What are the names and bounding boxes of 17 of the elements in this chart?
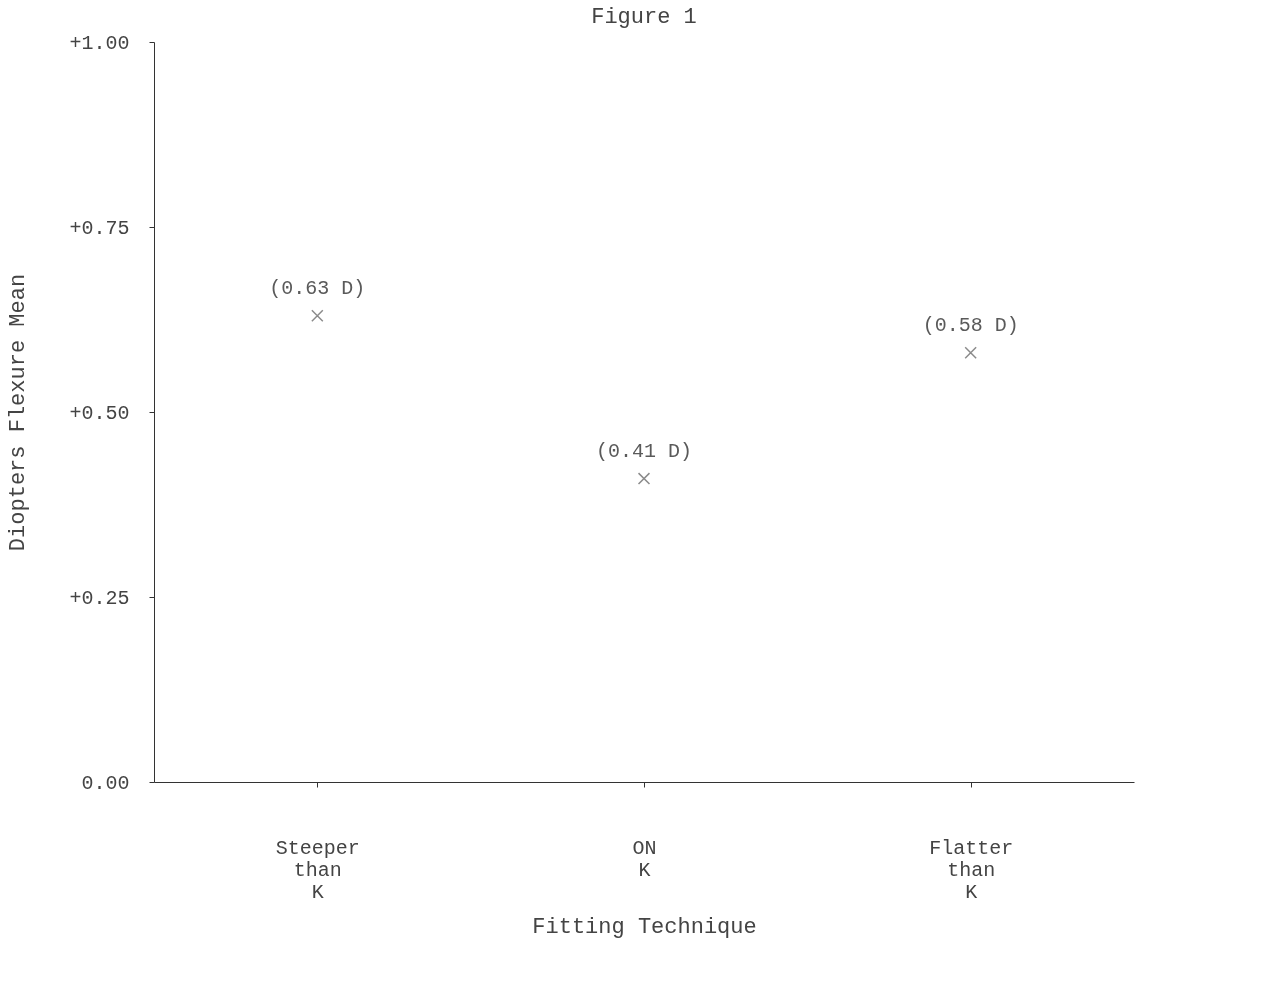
x-axis-title: Fitting Technique	[532, 914, 757, 940]
x-tick-label: ON K	[632, 836, 657, 882]
y-tick-label: +0.75	[69, 216, 130, 240]
data-label: (0.63 D)	[269, 276, 366, 300]
x-tick-label: Flatter than K	[929, 836, 1014, 904]
y-tick-label: +1.00	[69, 31, 130, 55]
data-label: (0.41 D)	[595, 439, 693, 463]
y-tick-label: 0.00	[81, 771, 130, 795]
x-tick-label: Steeper than K	[275, 836, 360, 904]
y-axis-title: Diopters Flexure Mean	[6, 273, 32, 552]
point	[311, 309, 324, 323]
data-label: (0.58 D)	[922, 313, 1019, 337]
point	[637, 472, 651, 485]
chart-title: Figure 1	[591, 5, 697, 30]
point	[964, 346, 977, 360]
y-tick-label: +0.25	[69, 586, 130, 610]
y-tick-label: +0.50	[69, 401, 130, 425]
